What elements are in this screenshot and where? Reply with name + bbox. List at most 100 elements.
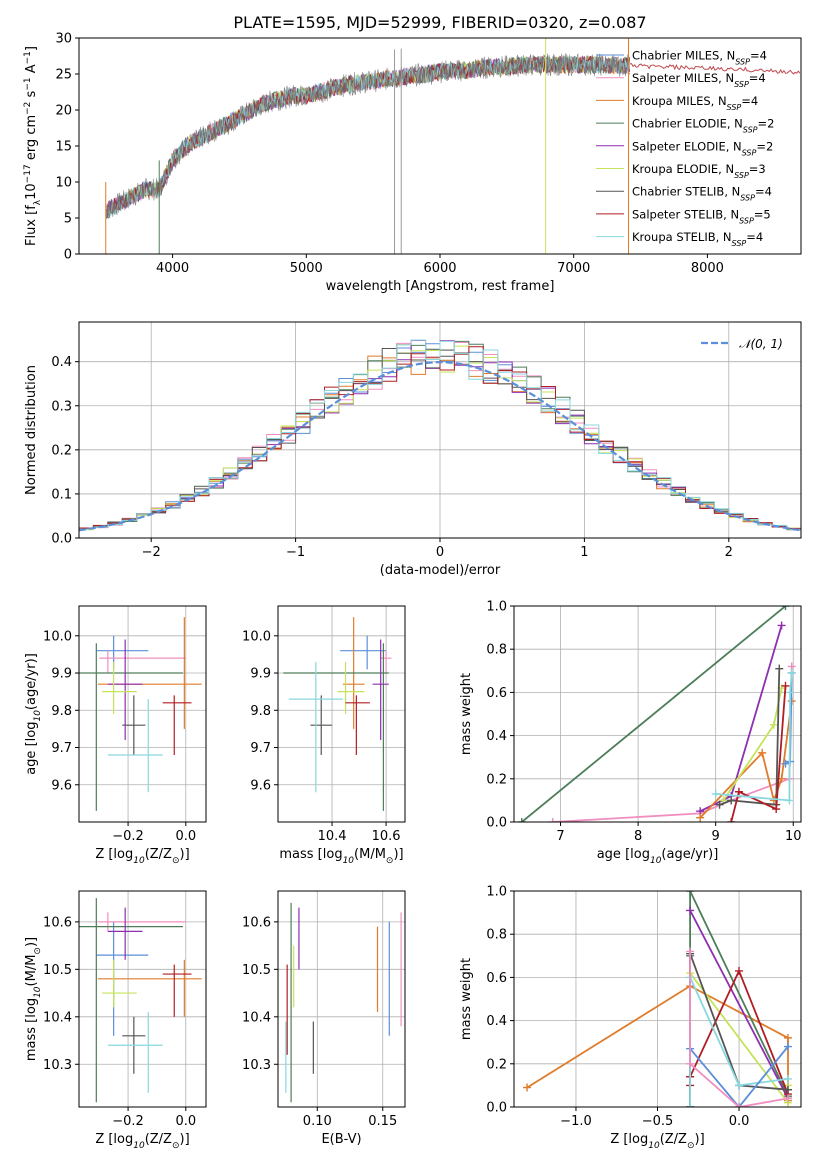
y-tick-label: 0.6: [486, 686, 507, 701]
weight-point-marker: [734, 787, 743, 796]
y-tick-label: 9.6: [250, 778, 271, 793]
weight-point-marker: [772, 805, 781, 814]
label-part: wavelength [Angstrom, rest frame]: [326, 279, 555, 294]
panel-weight-z: −1.0 −0.5 0.0 0.0 0.2 0.4 0.6 0.8 1.0 Z [log10(Z/…: [459, 885, 802, 1151]
label-part: (Z/Z: [145, 1132, 172, 1147]
label-part: (age/yr)]: [24, 653, 39, 710]
y-axis-label: age [log10(age/yr)]: [24, 653, 43, 775]
y-label-part: erg cm: [24, 115, 39, 164]
y-tick-label: 5: [64, 212, 72, 227]
x-tick-label: 10.4: [318, 829, 347, 844]
x-axis-label: Z [log10(Z/Z⊙)]: [610, 1132, 704, 1151]
legend-sub: SSP: [743, 125, 758, 134]
y-tick-label: 20: [55, 104, 72, 119]
model-spectrum-line: [108, 54, 631, 217]
weight-point-marker: [769, 720, 778, 729]
x-tick-label: −1: [286, 545, 305, 560]
figure-title: PLATE=1595, MJD=52999, FIBERID=0320, z=0…: [233, 13, 646, 32]
x-tick-label: 7000: [557, 261, 590, 276]
legend-name: Kroupa MILES, N: [632, 94, 727, 108]
label-part: )]: [393, 847, 403, 862]
x-tick-label: 10: [785, 829, 802, 844]
y-tick-label: 10.3: [43, 1058, 72, 1073]
y-tick-label: 9.7: [51, 741, 72, 756]
x-tick-label: −1.0: [560, 1114, 592, 1129]
axes-frame: [513, 605, 802, 823]
label-part: Normed distribution: [24, 365, 39, 495]
y-tick-label: 10.0: [242, 629, 271, 644]
y-tick-label: 0.0: [486, 1101, 507, 1116]
legend-sub: SSP: [734, 171, 749, 180]
legend-tail: =3: [749, 162, 766, 176]
plot-area: [523, 891, 792, 1107]
x-tick-label: 0.15: [368, 1114, 397, 1129]
y-axis-label: mass weight: [459, 958, 474, 1040]
x-axis-label: wavelength [Angstrom, rest frame]: [326, 279, 555, 294]
weight-point-marker: [777, 621, 786, 630]
label-sub: 10: [133, 1141, 145, 1151]
weight-point-marker: [686, 906, 695, 915]
legend-name: Chabrier ELODIE, N: [632, 117, 743, 131]
x-tick-label: 9: [712, 829, 720, 844]
y-tick-label: 0: [64, 248, 72, 263]
x-tick-label: 8000: [691, 261, 724, 276]
legend-name: Kroupa STELIB, N: [632, 230, 732, 244]
weight-point-marker: [785, 796, 794, 805]
label-part: (M/M: [24, 955, 39, 987]
weight-series-line: [719, 668, 781, 806]
y-tick-label: 9.7: [250, 741, 271, 756]
legend-entry: Salpeter ELODIE, NSSP=2: [632, 139, 773, 157]
weight-point-marker: [523, 1083, 532, 1092]
weight-point-marker: [781, 681, 790, 690]
weight-point-marker: [686, 891, 695, 895]
y-tick-label: 9.9: [51, 667, 72, 682]
label-part: Z [log: [95, 847, 133, 862]
legend-tail: =4: [749, 71, 766, 85]
x-tick-label: 5000: [290, 261, 323, 276]
y-tick-label: 9.6: [51, 778, 72, 793]
x-tick-label: 10.6: [372, 829, 401, 844]
x-tick-label: 0.0: [175, 829, 196, 844]
plot-area: [79, 898, 202, 1103]
y-tick-label: 0.2: [486, 772, 507, 787]
y-tick-label: 10.6: [242, 915, 271, 930]
x-axis-label: E(B-V): [321, 1132, 361, 1147]
axes-frame: [78, 605, 207, 823]
y-label-part: ]: [24, 46, 39, 51]
legend-sub: SSP: [734, 80, 749, 89]
y-tick-label: 9.8: [51, 704, 72, 719]
label-part: (data-model)/error: [380, 563, 501, 578]
y-label-part: λ: [33, 199, 43, 205]
y-tick-label: 10: [55, 176, 72, 191]
legend-name: Chabrier STELIB, N: [632, 185, 740, 199]
label-part: mass weight: [459, 673, 474, 755]
axes-frame: [277, 605, 406, 823]
weight-point-marker: [686, 947, 695, 956]
weight-point-marker: [517, 818, 526, 822]
legend-sub: SSP: [735, 57, 750, 66]
legend-entry: 𝒩(0, 1): [739, 337, 783, 351]
label-part: mass [log: [279, 847, 342, 862]
legend-sub: SSP: [727, 102, 742, 111]
x-tick-label: −0.2: [112, 1114, 144, 1129]
y-tick-label: 15: [55, 140, 72, 155]
weight-point-marker: [781, 759, 790, 768]
weight-point-marker: [735, 1081, 744, 1090]
legend-tail: =4: [746, 230, 763, 244]
x-tick-label: 6000: [423, 261, 456, 276]
legend-tail: =4: [755, 185, 772, 199]
label-sub: ⊙: [172, 856, 180, 866]
y-label-part: s: [24, 90, 39, 101]
y-axis-label: mass weight: [459, 673, 474, 755]
y-tick-label: 10.4: [242, 1010, 271, 1025]
panel-mass-ebv: 0.10 0.15 10.3 10.4 10.5 10.6 E(B-V): [242, 890, 406, 1147]
label-sub: 10: [133, 856, 145, 866]
label-part: (M/M: [354, 847, 386, 862]
y-tick-label: 0.1: [51, 487, 72, 502]
y-tick-label: 0.4: [51, 355, 72, 370]
y-tick-label: 0.8: [486, 928, 507, 943]
x-axis-label: age [log10(age/yr)]: [597, 847, 719, 866]
label-part: age [log: [24, 722, 39, 775]
legend-name: Salpeter ELODIE, N: [632, 139, 742, 153]
x-tick-label: −0.2: [112, 829, 144, 844]
